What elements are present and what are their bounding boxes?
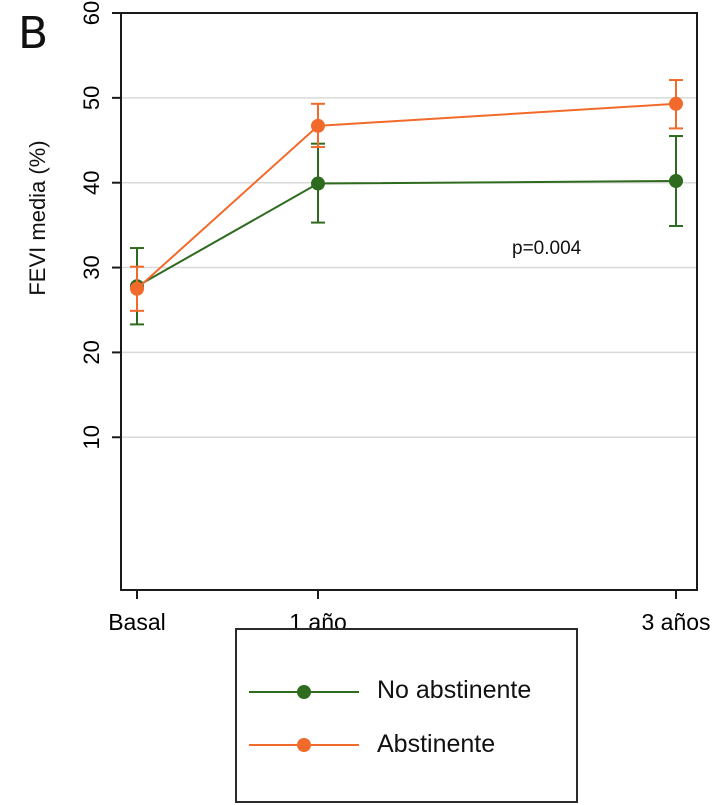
- legend: No abstinente Abstinente: [235, 628, 578, 803]
- series-line-abstinente: [136, 102, 677, 290]
- x-tick-label: 3 años: [641, 609, 710, 635]
- p-value-annotation: p=0.004: [512, 238, 582, 259]
- y-tick-label: 20: [79, 340, 104, 364]
- y-tick-label: 60: [79, 1, 104, 25]
- y-tick-label: 30: [79, 255, 104, 279]
- series-line-no-abstinente: [136, 180, 677, 288]
- x-tick-label: Basal: [108, 609, 166, 635]
- panel-label: B: [18, 8, 49, 59]
- data-point-no-abstinente: [311, 176, 325, 191]
- legend-keys: [249, 685, 359, 752]
- legend-label-abstinente: Abstinente: [377, 730, 496, 758]
- data-point-abstinente: [669, 96, 683, 111]
- legend-label-no-abstinente: No abstinente: [377, 676, 532, 704]
- data-point-abstinente: [130, 281, 144, 296]
- legend-key-marker: [297, 685, 311, 699]
- y-tick-label: 10: [79, 425, 104, 449]
- chart: B FEVI media (%) 10 20 30 40 50 60 Basal 1 año 3…: [18, 1, 711, 803]
- data-point-no-abstinente: [669, 174, 683, 189]
- y-tick-label: 40: [79, 170, 104, 194]
- legend-key-marker: [297, 738, 311, 752]
- plot-frame: [120, 12, 698, 591]
- data-point-abstinente: [311, 118, 325, 133]
- y-tick-label: 50: [79, 86, 104, 110]
